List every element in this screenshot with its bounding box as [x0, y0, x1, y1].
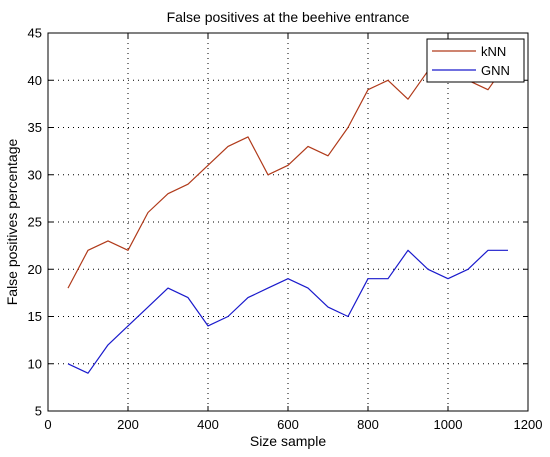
x-axis-title: Size sample	[250, 433, 326, 449]
y-tick-label: 35	[28, 120, 42, 135]
y-tick-label: 45	[28, 26, 42, 41]
legend-label-knn: kNN	[481, 44, 506, 59]
y-tick-label: 25	[28, 215, 42, 230]
series-line-gnn	[67, 249, 508, 374]
legend-label-gnn: GNN	[481, 63, 510, 78]
legend: kNN GNN	[426, 38, 525, 83]
y-tick-label: 20	[28, 262, 42, 277]
grid-lines	[48, 33, 528, 411]
x-tick-label: 400	[197, 417, 219, 432]
y-tick-label: 15	[28, 309, 42, 324]
y-tick-label: 10	[28, 356, 42, 371]
y-tick-label: 30	[28, 167, 42, 182]
legend-box	[426, 38, 525, 83]
x-tick-label: 200	[117, 417, 139, 432]
x-tick-label: 800	[357, 417, 379, 432]
y-tick-label: 5	[35, 404, 42, 419]
y-axis-title: False positives percentage	[4, 139, 20, 306]
axis-ticks: 0 200 400 600 800 1000 1200 5 10 15 20 25 30 35 40 45	[28, 26, 543, 433]
y-tick-label: 40	[28, 73, 42, 88]
x-tick-label: 1000	[434, 417, 463, 432]
x-tick-label: 600	[277, 417, 299, 432]
chart-title: False positives at the beehive entrance	[167, 9, 410, 25]
x-tick-label: 1200	[514, 417, 543, 432]
x-tick-label: 0	[44, 417, 51, 432]
